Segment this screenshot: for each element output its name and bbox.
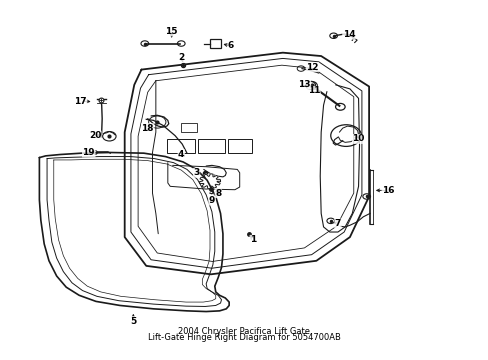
- Text: 9: 9: [208, 196, 215, 205]
- Text: 2: 2: [178, 53, 184, 62]
- Bar: [209, 39, 220, 48]
- Text: 16: 16: [381, 186, 394, 195]
- Text: 7: 7: [334, 219, 341, 228]
- Text: 18: 18: [141, 123, 154, 132]
- Text: 13: 13: [298, 80, 310, 89]
- Text: 14: 14: [342, 30, 355, 39]
- Text: 20: 20: [89, 131, 101, 140]
- Text: 19: 19: [82, 148, 95, 157]
- Bar: [197, 139, 225, 153]
- Bar: [228, 139, 252, 153]
- Bar: [166, 139, 194, 153]
- Text: 15: 15: [165, 27, 178, 36]
- Text: 3: 3: [193, 168, 199, 177]
- Text: 17: 17: [74, 96, 87, 105]
- Text: Lift-Gate Hinge Right Diagram for 5054700AB: Lift-Gate Hinge Right Diagram for 505470…: [148, 333, 340, 342]
- Polygon shape: [199, 174, 220, 189]
- Text: 8: 8: [215, 189, 221, 198]
- Text: 10: 10: [352, 134, 364, 143]
- Text: 4: 4: [178, 150, 184, 159]
- Text: 12: 12: [305, 63, 318, 72]
- Text: 1: 1: [249, 235, 256, 244]
- Text: 6: 6: [227, 41, 234, 50]
- Text: 11: 11: [307, 86, 320, 95]
- Bar: [181, 123, 196, 131]
- Text: 5: 5: [130, 316, 136, 325]
- Text: 2004 Chrysler Pacifica Lift Gate: 2004 Chrysler Pacifica Lift Gate: [178, 327, 310, 336]
